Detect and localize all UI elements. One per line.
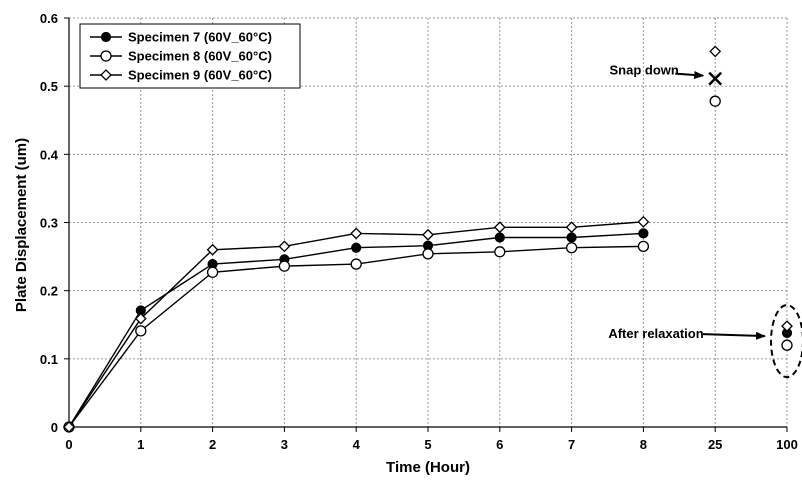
series-2-point-7 <box>565 242 578 254</box>
legend-label-3: Specimen 9 (60V_60°C) <box>128 68 272 83</box>
y-tick-label-0.5: 0.5 <box>40 79 58 94</box>
series-1-point-8 <box>638 228 649 239</box>
legend-marker-2 <box>100 50 112 62</box>
snap-down-arrow <box>675 71 705 80</box>
x-tick-label-4: 4 <box>353 437 361 452</box>
x-tick-label-6: 6 <box>496 437 503 452</box>
annotation-after-relaxation: After relaxation <box>608 326 703 341</box>
y-tick-label-0.3: 0.3 <box>40 216 58 231</box>
legend: Specimen 7 (60V_60°C) Specimen 8 (60V_60°… <box>79 23 301 89</box>
x-tick-label-100: 100 <box>776 437 798 452</box>
series-3-point-25 <box>709 45 722 58</box>
series-2-point-3 <box>278 260 291 272</box>
series-3-point-7 <box>565 221 578 234</box>
snap-x-stroke-b <box>708 71 723 86</box>
series-2-point-2 <box>206 266 219 278</box>
axes: 0 1 2 3 4 5 6 7 8 25 100 0 0.1 0.2 0.3 0.4 0.5 0.6 <box>40 11 798 452</box>
y-tick-label-0.6: 0.6 <box>40 11 58 26</box>
series-2-point-100 <box>781 339 793 351</box>
series-3-point-2 <box>206 243 219 256</box>
series-3-point-6 <box>493 221 506 234</box>
relaxation-ellipse <box>770 304 802 379</box>
series-3-point-1 <box>134 312 147 325</box>
x-tick-label-3: 3 <box>281 437 288 452</box>
series-3-point-8 <box>637 215 650 228</box>
series-2-point-1 <box>135 325 147 337</box>
annotation-snap-down: Snap down <box>610 63 679 78</box>
series-1-point-7 <box>566 232 577 243</box>
x-tick-label-5: 5 <box>424 437 431 452</box>
y-tick-label-0.2: 0.2 <box>40 284 58 299</box>
y-tick-label-0: 0 <box>51 420 58 435</box>
legend-label-1: Specimen 7 (60V_60°C) <box>128 30 272 45</box>
y-tick-label-0.4: 0.4 <box>40 147 59 162</box>
series-2-point-8 <box>637 240 650 253</box>
x-tick-label-2: 2 <box>209 437 216 452</box>
series-3-point-100 <box>781 320 793 333</box>
x-tick-label-7: 7 <box>568 437 575 452</box>
series-1-point-4 <box>351 242 362 253</box>
x-tick-label-0: 0 <box>65 437 72 452</box>
x-axis-title: Time (Hour) <box>386 459 470 476</box>
series-3-point-3 <box>278 240 291 253</box>
series-2-point-6 <box>494 246 506 258</box>
legend-marker-1 <box>100 31 112 43</box>
series-3-point-4 <box>350 227 363 240</box>
x-tick-label-1: 1 <box>137 437 144 452</box>
x-tick-label-25: 25 <box>708 437 722 452</box>
x-tick-label-8: 8 <box>640 437 647 452</box>
legend-label-2: Specimen 8 (60V_60°C) <box>128 49 272 64</box>
y-axis-title: Plate Displacement (um) <box>13 138 30 312</box>
series-1-point-6 <box>494 232 505 243</box>
series-3-point-5 <box>422 228 434 241</box>
snap-down-x-marker <box>708 71 723 86</box>
y-tick-label-0.1: 0.1 <box>40 352 58 367</box>
series-2-point-5 <box>422 248 434 260</box>
series-3-point-0 <box>63 421 75 433</box>
legend-marker-3 <box>100 69 112 81</box>
series-lines <box>63 45 793 433</box>
series-2-point-4 <box>350 258 362 270</box>
relaxation-arrow <box>702 331 766 340</box>
series-2-point-25 <box>709 95 721 107</box>
annotations: Snap down After relaxation <box>608 63 802 379</box>
